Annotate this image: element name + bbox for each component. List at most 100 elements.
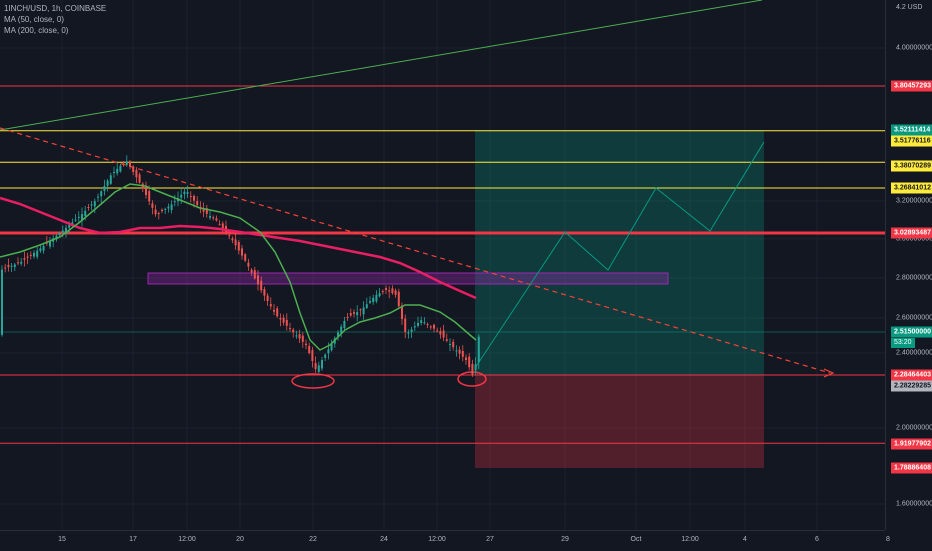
bar-countdown: 53:20 — [891, 338, 915, 348]
candle-body — [125, 161, 128, 166]
candle-body — [292, 329, 295, 333]
double-bottom-marker — [291, 373, 335, 389]
candle-body — [180, 194, 183, 198]
candle-body — [413, 326, 416, 328]
candle-body — [173, 201, 176, 203]
price-tag[interactable]: 1.91977902 — [891, 438, 932, 450]
price-tag[interactable]: 1.78886408 — [891, 462, 932, 474]
price-tick-label: 2.00000000 — [896, 424, 932, 432]
candle-body — [327, 349, 330, 354]
price-tick-label: 3.00000000 — [896, 235, 932, 243]
candle-body — [266, 295, 269, 301]
candle-body — [385, 288, 387, 290]
candle-body — [305, 343, 307, 345]
candle-body — [285, 319, 288, 326]
price-tick-label: 4.00000000 — [896, 44, 932, 52]
candle-body — [87, 206, 90, 208]
candle-body — [13, 264, 16, 268]
candle-body — [442, 330, 445, 338]
candle-body — [324, 354, 327, 358]
candle-body — [49, 240, 51, 247]
candle-body — [362, 307, 365, 315]
candle-body — [308, 345, 311, 353]
candle-body — [260, 280, 263, 291]
price-tag[interactable]: 2.28229285 — [891, 380, 932, 392]
candle-body — [164, 208, 167, 210]
candle-body — [317, 365, 320, 372]
symbol-title[interactable]: 1INCH/USD, 1h, COINBASE — [4, 4, 107, 13]
candle-body — [103, 186, 106, 191]
candle-body — [109, 175, 112, 184]
candle-body — [340, 326, 343, 333]
price-tag[interactable]: 2.51500000 — [891, 326, 932, 338]
candle-body — [10, 265, 13, 267]
price-tag[interactable]: 3.51776116 — [891, 135, 932, 147]
price-axis[interactable] — [885, 0, 932, 530]
candle-body — [205, 208, 208, 214]
candle-body — [269, 304, 272, 307]
candle-body — [353, 312, 355, 314]
candle-body — [42, 245, 45, 251]
candle-body — [237, 242, 240, 251]
candle-body — [4, 267, 7, 269]
price-tick-label: 3.20000000 — [896, 197, 932, 205]
price-tag[interactable]: 3.26841012 — [891, 182, 932, 194]
time-tick-label: 12:00 — [428, 536, 446, 543]
candle-body — [426, 324, 429, 326]
time-tick-label: 6 — [815, 536, 819, 543]
candle-body — [193, 195, 195, 201]
candle-body — [228, 235, 231, 237]
candle-body — [119, 165, 122, 172]
ma200-legend[interactable]: MA (200, close, 0) — [4, 26, 69, 35]
price-tag[interactable]: 3.80457293 — [891, 80, 932, 92]
candle-body — [295, 335, 298, 337]
candle-body — [196, 201, 199, 205]
candle-body — [359, 309, 362, 311]
time-tick-label: 20 — [236, 536, 244, 543]
candle-body — [36, 250, 39, 257]
candle-body — [356, 312, 359, 316]
price-tag[interactable]: 3.02893487 — [891, 227, 932, 239]
candle-body — [477, 336, 480, 363]
price-tag[interactable]: 3.38070289 — [891, 160, 932, 172]
time-axis[interactable] — [0, 530, 885, 551]
candle-body — [445, 339, 448, 341]
candle-body — [74, 219, 77, 221]
candle-body — [375, 294, 378, 302]
candle-body — [218, 224, 221, 226]
candle-body — [55, 235, 58, 240]
candle-body — [202, 208, 205, 212]
candle-body — [241, 248, 243, 256]
candle-body — [221, 223, 224, 229]
candle-body — [170, 204, 173, 210]
candle-body — [388, 290, 391, 292]
candle-body — [404, 318, 407, 332]
candle-body — [401, 305, 403, 319]
candle-body — [372, 297, 375, 303]
candle-body — [61, 230, 64, 233]
candle-body — [471, 363, 474, 375]
time-tick-label: 24 — [380, 536, 388, 543]
candle-body — [151, 203, 154, 208]
candle-body — [349, 313, 352, 316]
candle-body — [474, 364, 477, 371]
candle-body — [321, 360, 323, 369]
price-tag[interactable]: 3.52111414 — [891, 124, 932, 136]
candle-body — [289, 328, 291, 330]
candle-body — [209, 216, 211, 218]
candle-body — [279, 317, 282, 320]
resistance-zone — [147, 272, 669, 285]
candle-body — [455, 350, 458, 352]
candle-body — [407, 332, 410, 334]
candle-body — [39, 248, 42, 252]
ma50-legend[interactable]: MA (50, close, 0) — [4, 15, 65, 24]
candle-body — [330, 343, 333, 351]
candle-body — [161, 209, 163, 211]
price-tag[interactable]: 2.28464403 — [891, 369, 932, 381]
candle-body — [276, 308, 279, 317]
long-stop-zone — [475, 375, 764, 468]
candle-body — [273, 309, 275, 312]
trendline-arrow — [823, 368, 835, 378]
candle-body — [452, 341, 455, 348]
